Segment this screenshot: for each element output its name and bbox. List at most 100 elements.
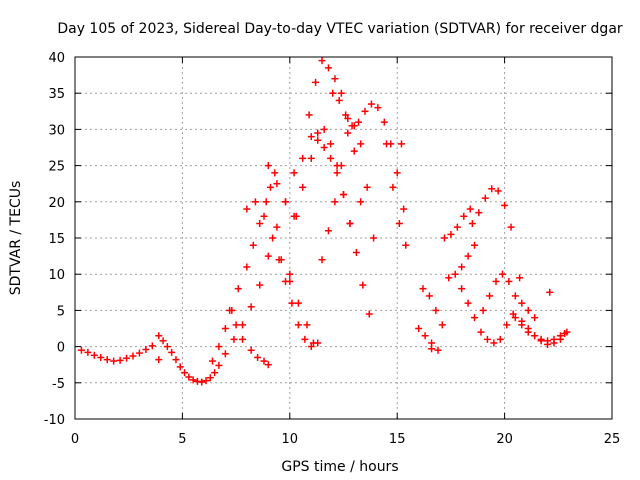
data-point xyxy=(365,310,373,318)
data-point xyxy=(428,345,436,353)
data-point xyxy=(294,321,302,329)
data-point xyxy=(327,154,335,162)
data-point xyxy=(247,346,255,354)
data-point xyxy=(544,340,552,348)
data-point xyxy=(148,342,156,350)
y-tick-label: -5 xyxy=(52,377,65,392)
data-point xyxy=(518,299,526,307)
data-point xyxy=(266,183,274,191)
grid xyxy=(75,57,612,419)
data-point xyxy=(524,325,532,332)
data-point xyxy=(135,349,143,357)
data-point xyxy=(531,314,539,322)
data-point xyxy=(303,321,311,329)
data-point xyxy=(286,270,294,278)
y-tick-label: 10 xyxy=(48,268,65,283)
x-tick-label: 0 xyxy=(71,432,79,447)
y-tick-label: 25 xyxy=(48,160,65,175)
data-point xyxy=(400,205,408,213)
x-tick-label: 15 xyxy=(389,432,406,447)
data-point xyxy=(312,78,320,86)
data-point xyxy=(314,129,322,137)
data-point xyxy=(256,220,264,228)
data-point xyxy=(340,191,347,199)
data-point xyxy=(464,252,472,260)
data-point xyxy=(275,256,283,264)
data-point xyxy=(458,263,466,271)
data-point xyxy=(337,162,345,170)
data-point xyxy=(264,162,272,170)
data-point xyxy=(77,346,85,354)
data-point xyxy=(307,343,315,351)
data-point xyxy=(264,361,272,369)
axis-ticks: 0 5 10 15 20 25 -10 -5 0 5 10 15 20 25 30 35 40 xyxy=(44,51,621,447)
data-point xyxy=(380,118,388,126)
data-point xyxy=(537,337,545,345)
data-point xyxy=(458,285,466,293)
data-point xyxy=(103,356,111,364)
data-point xyxy=(511,292,519,300)
data-point xyxy=(397,140,405,148)
data-point xyxy=(509,310,517,318)
data-point xyxy=(492,277,500,285)
data-point xyxy=(90,351,98,359)
data-point xyxy=(260,357,268,365)
data-point xyxy=(374,104,382,112)
data-point xyxy=(438,321,446,329)
x-tick-label: 10 xyxy=(282,432,299,447)
data-point xyxy=(483,335,491,343)
data-point xyxy=(264,252,272,260)
data-point xyxy=(129,352,137,360)
data-point xyxy=(239,321,247,329)
data-point xyxy=(490,339,498,347)
data-point xyxy=(445,274,453,282)
data-point xyxy=(305,111,313,119)
data-point xyxy=(299,154,307,162)
data-point xyxy=(333,169,341,177)
data-point xyxy=(494,187,502,195)
data-point xyxy=(168,348,176,356)
data-point xyxy=(282,277,290,285)
data-point xyxy=(159,337,167,345)
data-point xyxy=(254,353,262,361)
y-tick-label: 30 xyxy=(48,123,65,138)
data-point xyxy=(393,169,401,177)
data-point xyxy=(503,321,511,329)
data-point xyxy=(116,356,124,364)
data-point xyxy=(318,57,326,65)
data-point xyxy=(320,144,328,151)
data-point xyxy=(432,306,440,314)
data-point xyxy=(292,212,300,220)
data-point xyxy=(243,263,251,271)
data-point xyxy=(271,169,279,177)
data-point xyxy=(294,299,302,307)
data-point xyxy=(359,281,367,289)
data-point xyxy=(415,325,423,332)
data-point xyxy=(337,89,345,97)
data-point xyxy=(389,183,397,191)
y-tick-label: 35 xyxy=(48,87,65,102)
data-point xyxy=(451,270,459,278)
data-point xyxy=(434,346,442,354)
chart-title: Day 105 of 2023, Sidereal Day-to-day VTE… xyxy=(57,21,623,37)
data-point xyxy=(208,357,216,365)
data-point xyxy=(320,125,328,133)
data-point xyxy=(318,256,326,264)
data-point xyxy=(370,234,378,242)
data-point xyxy=(344,129,352,137)
data-point xyxy=(550,339,558,347)
data-point xyxy=(507,223,515,231)
data-point xyxy=(464,299,472,307)
data-point xyxy=(110,357,118,365)
data-point xyxy=(273,223,281,231)
data-point xyxy=(327,140,335,148)
data-point xyxy=(440,234,448,242)
data-point xyxy=(511,314,519,322)
y-tick-label: 15 xyxy=(48,232,65,247)
data-point xyxy=(498,270,506,278)
data-point xyxy=(546,288,554,296)
data-point xyxy=(269,234,277,242)
data-point xyxy=(230,335,238,343)
y-tick-label: 0 xyxy=(57,341,65,356)
